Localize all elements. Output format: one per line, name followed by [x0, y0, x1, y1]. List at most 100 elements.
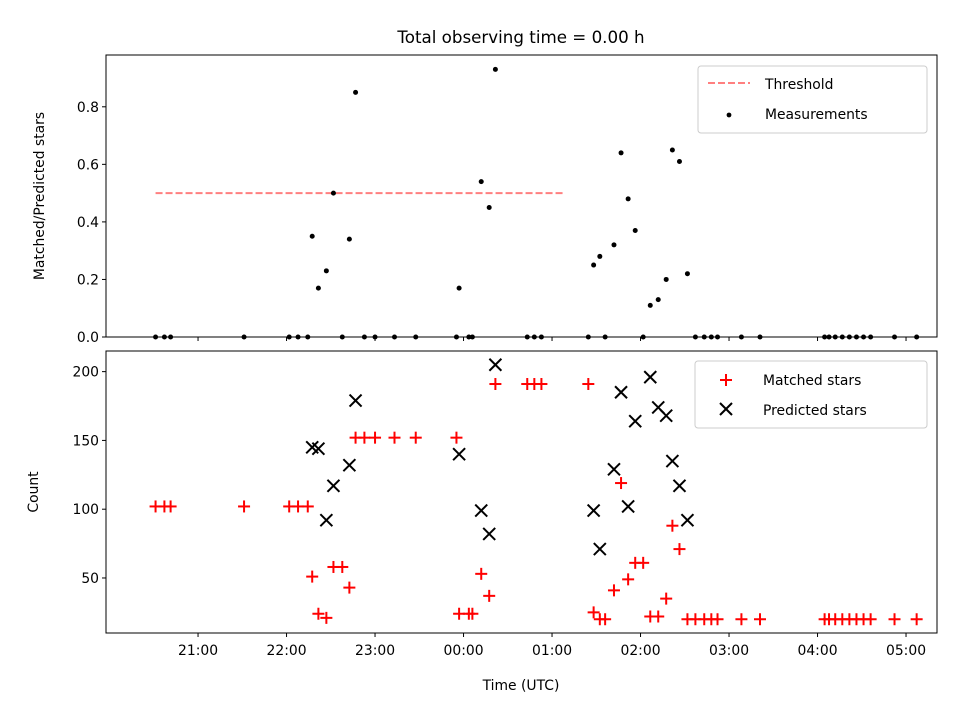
matched-star-marker: [320, 611, 333, 624]
predicted-marker-b: [607, 462, 621, 477]
bottom-x-tick-label-4: 01:00: [532, 643, 572, 659]
predicted-star-marker: [326, 479, 341, 493]
predicted-marker-b: [593, 542, 607, 556]
matched-star-marker: [489, 378, 502, 391]
measurement-point: [684, 271, 690, 277]
bottom-x-tick-label-0: 21:00: [178, 643, 218, 659]
measurement-point: [618, 150, 624, 156]
matched-star-marker: [615, 477, 628, 490]
measurement-point: [309, 233, 315, 239]
predicted-marker-b: [628, 414, 642, 428]
bottom-y-axis-label: Count: [26, 471, 42, 513]
measurement-point: [413, 334, 419, 340]
predicted-marker-b: [348, 393, 363, 408]
top-plot-area: 0.0 0.2 0.4 0.6 0.8: [77, 54, 938, 346]
measurement-point: [822, 334, 828, 340]
measurement-point: [701, 334, 707, 340]
matched-star-marker: [358, 431, 371, 444]
top-legend: Threshold Measurements: [697, 65, 928, 134]
measurement-point: [346, 236, 352, 242]
predicted-marker-b: [680, 513, 695, 527]
measurement-point: [611, 242, 617, 248]
matched-star-marker: [306, 570, 319, 583]
measurement-point: [492, 66, 498, 72]
matched-star-marker: [388, 431, 401, 444]
measurement-point: [372, 334, 378, 340]
matched-star-marker: [475, 567, 488, 580]
legend-threshold-label: Threshold: [764, 77, 833, 93]
bottom-plot-area: 50 100 150 200 21:00 22:00 23:00 00:00 01:00 02:0…: [72, 350, 938, 659]
predicted-star-marker: [680, 513, 695, 527]
measurement-point: [868, 334, 874, 340]
bottom-x-tick-label-1: 22:00: [267, 643, 307, 659]
measurement-point: [826, 334, 832, 340]
predicted-star-marker: [482, 527, 496, 541]
measurement-point: [295, 334, 301, 340]
predicted-marker-b: [488, 358, 503, 372]
top-y-tick-label-3: 0.6: [77, 157, 99, 173]
bottom-x-tick-label-8: 05:00: [886, 643, 926, 659]
bottom-x-tick-label-5: 02:00: [621, 643, 661, 659]
measurement-point: [323, 268, 329, 274]
predicted-marker-b: [319, 513, 334, 527]
measurement-point: [708, 334, 714, 340]
predicted-star-marker: [586, 503, 601, 518]
measurement-point: [469, 334, 475, 340]
measurement-point: [392, 334, 398, 340]
measurement-point: [663, 276, 669, 282]
predicted-star-marker: [474, 503, 488, 518]
measurement-point: [241, 334, 247, 340]
measurement-point: [305, 334, 311, 340]
predicted-marker-b: [665, 454, 680, 468]
bottom-x-tick-label-2: 23:00: [355, 643, 395, 659]
bottom-legend-box: [694, 360, 928, 429]
measurement-point: [486, 205, 492, 211]
matched-star-marker: [343, 581, 356, 594]
bottom-legend: Matched stars Predicted stars: [694, 360, 928, 429]
legend-measurements-swatch: [726, 112, 732, 118]
matched-star-marker: [164, 500, 177, 513]
measurement-point: [914, 334, 920, 340]
predicted-marker-b: [326, 479, 341, 493]
top-y-axis-label: Matched/Predicted stars: [32, 112, 48, 280]
measurement-point: [361, 334, 367, 340]
predicted-marker-b: [659, 408, 673, 423]
measurement-point: [602, 334, 608, 340]
measurement-point: [478, 179, 484, 185]
legend-predicted-swatch: [719, 402, 733, 416]
matched-star-marker: [666, 519, 679, 532]
measurement-point: [832, 334, 838, 340]
measurement-point: [453, 334, 459, 340]
bottom-axes-frame: [105, 350, 938, 634]
matched-star-marker: [888, 613, 901, 626]
bottom-y-tick-label-0: 50: [81, 571, 99, 587]
predicted-star-marker: [665, 454, 680, 468]
top-y-tick-label-0: 0.0: [77, 330, 99, 346]
predicted-marker-b: [482, 527, 496, 541]
predicted-star-marker: [348, 393, 363, 408]
predicted-marker-b: [452, 447, 466, 461]
matched-star-marker: [238, 500, 251, 513]
matched-star-marker: [735, 613, 748, 626]
predicted-marker-b: [651, 400, 665, 415]
predicted-star-marker: [614, 385, 628, 399]
matched-star-marker: [622, 573, 635, 586]
bottom-x-tick-label-6: 03:00: [709, 643, 749, 659]
top-chart-title: Total observing time = 0.00 h: [396, 27, 644, 47]
legend-matched-label: Matched stars: [763, 373, 861, 389]
predicted-star-marker: [621, 499, 635, 514]
measurement-point: [715, 334, 721, 340]
predicted-marker-b: [643, 370, 657, 384]
measurement-point: [538, 334, 544, 340]
top-legend-box: [697, 65, 928, 134]
measurement-point: [153, 334, 159, 340]
matched-star-marker: [587, 606, 600, 619]
measurement-point: [625, 196, 631, 202]
measurement-point: [315, 285, 321, 291]
measurement-point: [531, 334, 537, 340]
measurement-point: [846, 334, 852, 340]
matched-star-marker: [409, 431, 422, 444]
bottom-y-tick-label-2: 150: [72, 433, 99, 449]
measurement-point: [647, 302, 653, 308]
